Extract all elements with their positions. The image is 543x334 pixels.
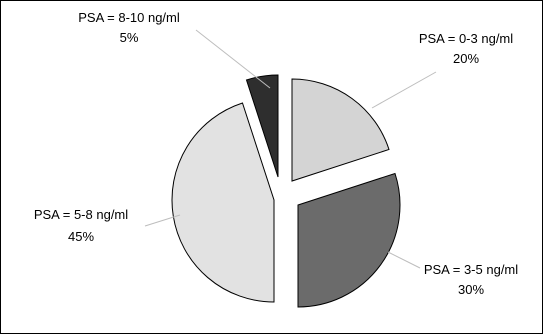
slice-label-psa-0-3: PSA = 0-3 ng/ml (419, 31, 513, 46)
slice-value-psa-5-8: 45% (68, 229, 94, 244)
leader-line-psa-3-5 (387, 251, 421, 269)
slice-label-psa-3-5: PSA = 3-5 ng/ml (424, 262, 518, 277)
slice-value-psa-3-5: 30% (458, 282, 484, 297)
pie-slice-psa-8-10 (245, 74, 279, 178)
slice-label-psa-5-8: PSA = 5-8 ng/ml (34, 207, 128, 222)
pie-slice-psa-5-8 (171, 102, 275, 303)
leader-line-psa-5-8 (144, 214, 181, 227)
leader-line-psa-8-10 (195, 29, 271, 89)
slice-value-psa-8-10: 5% (120, 30, 139, 45)
slice-value-psa-0-3: 20% (453, 51, 479, 66)
pie-slice-psa-0-3 (291, 78, 390, 182)
pie-slice-psa-3-5 (297, 172, 401, 308)
slice-label-psa-8-10: PSA = 8-10 ng/ml (78, 10, 180, 25)
leader-line-psa-0-3 (371, 71, 437, 109)
